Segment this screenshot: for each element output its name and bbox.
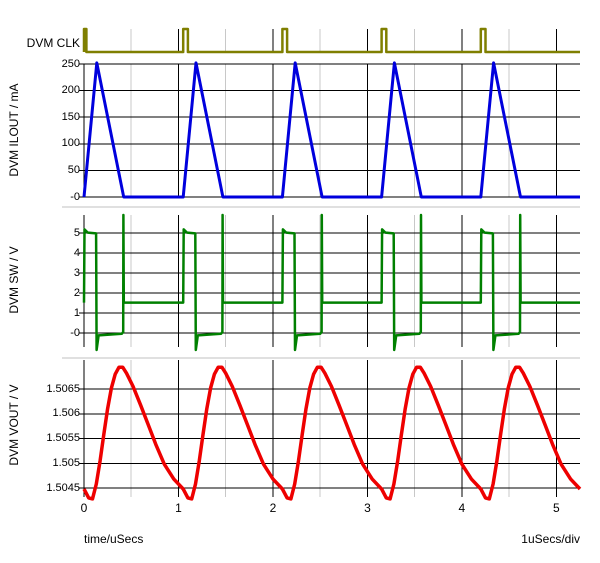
y-tick-label: 1.5055 — [46, 432, 80, 444]
sw-trace — [82, 213, 580, 352]
y-tick-label: -0 — [70, 190, 80, 203]
y-tick-label: 4 — [73, 246, 80, 259]
y-tick-label: 3 — [73, 266, 80, 279]
ilout-trace — [82, 61, 580, 199]
x-tick-label: 0 — [80, 501, 88, 515]
y-tick-label: 100 — [61, 137, 80, 150]
y-tick-label: 50 — [67, 163, 80, 176]
y-tick-label: 5 — [73, 226, 80, 239]
y-tick-label: -0 — [70, 326, 80, 339]
x-axis-scale-caption: 1uSecs/div — [521, 532, 580, 546]
x-tick-label: 3 — [364, 501, 371, 515]
vout-trace — [82, 365, 582, 501]
x-tick-label: 2 — [269, 501, 277, 515]
x-tick-label: 1 — [175, 501, 182, 515]
clk-pane-label: DVM CLK — [26, 36, 80, 50]
x-tick-label: 4 — [458, 501, 466, 515]
ilout-pane-label: DVM ILOUT / mA — [7, 83, 21, 177]
y-tick-label: 1.505 — [52, 456, 80, 469]
x-axis-caption: time/uSecs — [84, 532, 144, 546]
clk-trace — [82, 27, 580, 54]
y-tick-label: 250 — [61, 57, 80, 70]
y-tick-label: 1.506 — [52, 407, 80, 420]
y-tick-label: 150 — [61, 110, 80, 123]
y-tick-label: 1.5065 — [46, 382, 80, 395]
y-tick-label: 2 — [73, 286, 80, 299]
y-tick-label: 200 — [61, 84, 80, 97]
x-tick-label: 5 — [553, 501, 560, 515]
y-tick-label: 1.5045 — [46, 481, 80, 494]
vout-pane-label: DVM VOUT / V — [7, 384, 21, 466]
sw-pane-label: DVM SW / V — [7, 246, 21, 314]
y-tick-label: 1 — [73, 306, 80, 319]
